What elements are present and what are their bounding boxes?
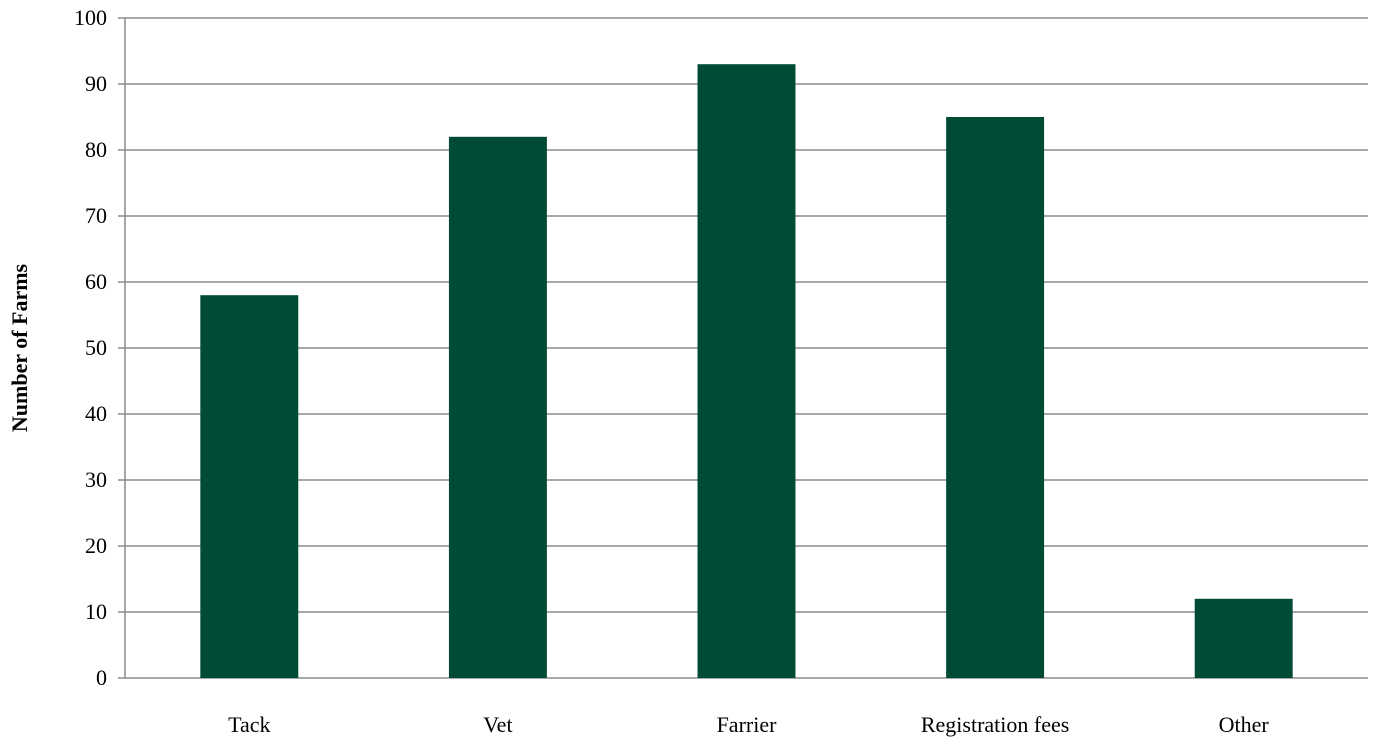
bar-vet (448, 136, 547, 679)
y-tick-label: 60 (85, 269, 107, 294)
x-tick-labels: Tack Vet Farrier Registration fees Other (228, 712, 1269, 737)
y-tick-labels: 0 10 20 30 40 50 60 70 80 90 100 (74, 5, 107, 690)
y-tick-label: 90 (85, 71, 107, 96)
bars (200, 64, 1293, 679)
y-tick-label: 100 (74, 5, 107, 30)
y-tick-label: 50 (85, 335, 107, 360)
y-tick-label: 70 (85, 203, 107, 228)
x-tick-label: Vet (483, 712, 512, 737)
bar-other (1194, 598, 1293, 678)
y-axis-title: Number of Farms (7, 263, 32, 432)
y-tick-label: 20 (85, 533, 107, 558)
y-tick-label: 10 (85, 599, 107, 624)
y-tick-label: 80 (85, 137, 107, 162)
y-tick-label: 0 (96, 665, 107, 690)
bar-farrier (697, 64, 796, 678)
bar-registration-fees (946, 117, 1045, 678)
x-tick-label: Farrier (717, 712, 778, 737)
x-tick-label: Other (1219, 712, 1270, 737)
x-tick-label: Tack (228, 712, 270, 737)
y-tick-label: 30 (85, 467, 107, 492)
x-tick-label: Registration fees (921, 712, 1069, 737)
bar-tack (200, 295, 299, 678)
y-tick-label: 40 (85, 401, 107, 426)
